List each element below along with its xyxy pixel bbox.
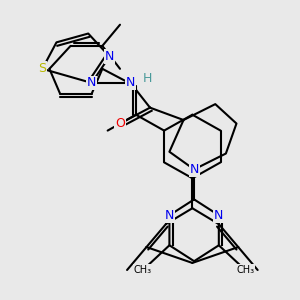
Text: CH₃: CH₃ xyxy=(236,265,254,275)
Text: N: N xyxy=(189,163,199,176)
Text: N: N xyxy=(165,209,174,222)
Text: N: N xyxy=(214,209,224,222)
Text: O: O xyxy=(115,117,125,130)
Text: H: H xyxy=(143,72,152,85)
Text: N: N xyxy=(105,50,114,63)
Text: N: N xyxy=(126,76,135,89)
Text: CH₃: CH₃ xyxy=(134,265,152,275)
Text: N: N xyxy=(87,76,97,89)
Text: S: S xyxy=(38,62,46,75)
